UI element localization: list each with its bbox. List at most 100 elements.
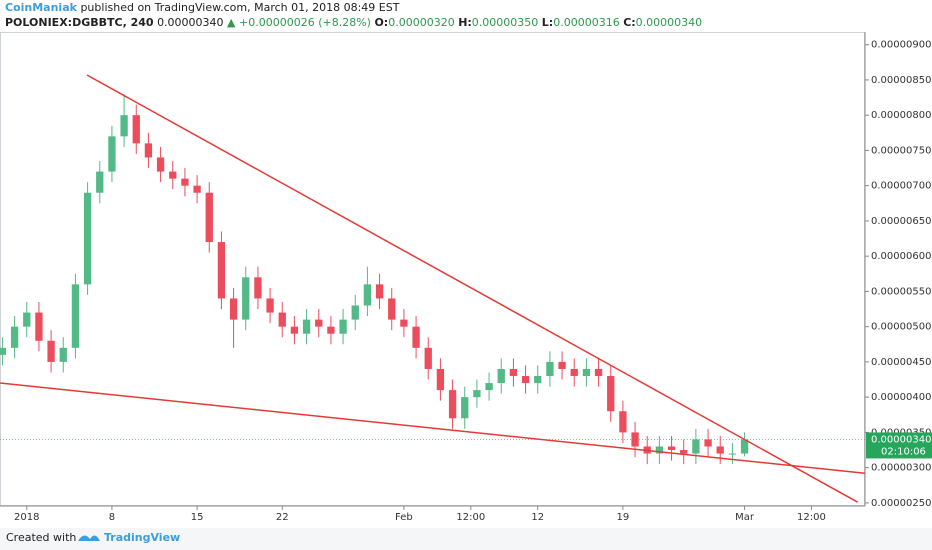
y-tick-label: 0.00000250 [871,498,931,509]
high-key: H: [458,16,472,29]
y-tick-label: 0.00000300 [871,463,931,474]
footer-bar [0,528,932,550]
candle-body [351,305,359,320]
last-price-label: 0.00000340 [871,434,931,445]
candle-body [278,312,286,327]
candle-body [582,368,591,376]
candle-body [424,347,432,369]
footer-brand[interactable]: TradingView [104,531,180,544]
candle-body [473,390,481,398]
candle-body [35,312,43,341]
candle-body [0,347,7,355]
last: 0.00000340 [157,16,223,29]
publish-line: CoinManiak published on TradingView.com,… [5,1,400,14]
candle-body [716,446,724,454]
y-tick-label: 0.00000400 [871,392,931,403]
tv-logo [78,535,100,541]
high-value: 0.00000350 [472,16,538,29]
x-tick-label: 22 [276,512,289,523]
y-tick-label: 0.00000650 [871,216,931,227]
candle-body [339,319,347,334]
publish-info: published on TradingView.com, March 01, … [80,1,399,14]
candle-body [23,312,31,327]
candle-body [83,192,92,285]
candle-body [302,319,311,334]
candle-body [631,432,639,447]
open-value: 0.00000320 [388,16,454,29]
candle-body [254,277,262,299]
candle-body [521,376,530,384]
y-tick-label: 0.00000600 [871,251,931,262]
close-value: 0.00000340 [636,16,702,29]
candle-body [728,453,737,455]
candle-body [594,368,603,376]
close-key: C: [623,16,635,29]
y-tick-label: 0.00000550 [871,286,931,297]
candle-body [607,376,615,412]
candle-body [680,450,688,454]
x-tick-label: Mar [735,512,755,523]
candle-body [290,326,299,334]
countdown-label: 02:10:06 [881,446,926,457]
trend-line [86,74,859,503]
candle-body [546,361,554,376]
candle-body [193,185,201,193]
candle-body [509,368,518,376]
candle-body [96,171,104,193]
footer-created: Created with [6,531,76,544]
x-tick-label: 12:00 [456,512,485,523]
y-tick-label: 0.00000450 [871,357,931,368]
candle-body [315,319,323,327]
candle-body [534,376,542,384]
candle-body [619,411,627,433]
candle-body [181,178,189,186]
y-tick-label: 0.00000750 [871,145,931,156]
x-tick-label: 12:00 [797,512,826,523]
candle-body [692,439,700,454]
candle-body [558,361,566,369]
candle-body [375,284,384,299]
change: ▲ +0.00000026 (+8.28%) [227,16,371,29]
x-tick-label: 8 [109,512,115,523]
candle-body [108,136,116,172]
x-tick-label: 19 [617,512,630,523]
y-tick-label: 0.00000850 [871,75,931,86]
candle-body [229,298,238,320]
y-tick-label: 0.00000800 [871,110,931,121]
symbol-line: POLONIEX:DGBBTC, 240 0.00000340 ▲ +0.000… [5,16,702,29]
candle-body [10,326,19,348]
y-tick-label: 0.00000900 [871,40,931,51]
last-price-tag [866,432,932,459]
candle-body [412,326,420,348]
candle-body [400,319,408,327]
y-tick-label: 0.00000700 [871,181,931,192]
candle-body [217,242,226,299]
candle-body [448,390,457,419]
candle-body [242,277,250,320]
symbol: POLONIEX:DGBBTC, 240 [5,16,154,29]
candle-body [144,143,153,158]
candle-body [132,115,140,144]
candle-body [266,298,274,313]
candle-body [71,284,80,348]
candle-body [59,347,67,362]
author[interactable]: CoinManiak [5,1,78,14]
y-tick-label: 0.00000500 [871,322,931,333]
x-tick-label: 2018 [14,512,39,523]
candle-body [47,340,55,362]
candle-body [497,368,505,384]
x-tick-label: Feb [395,512,413,523]
candle-body [363,284,372,306]
candle-body [388,298,396,320]
open-key: O: [374,16,388,29]
candle-body [436,368,445,391]
candle-body [461,397,469,419]
candle-body [667,446,676,451]
candle-body [120,115,128,137]
candle-body [327,326,335,334]
x-tick-label: 12 [531,512,544,523]
candle-body [485,383,493,391]
candle-body [205,192,213,243]
